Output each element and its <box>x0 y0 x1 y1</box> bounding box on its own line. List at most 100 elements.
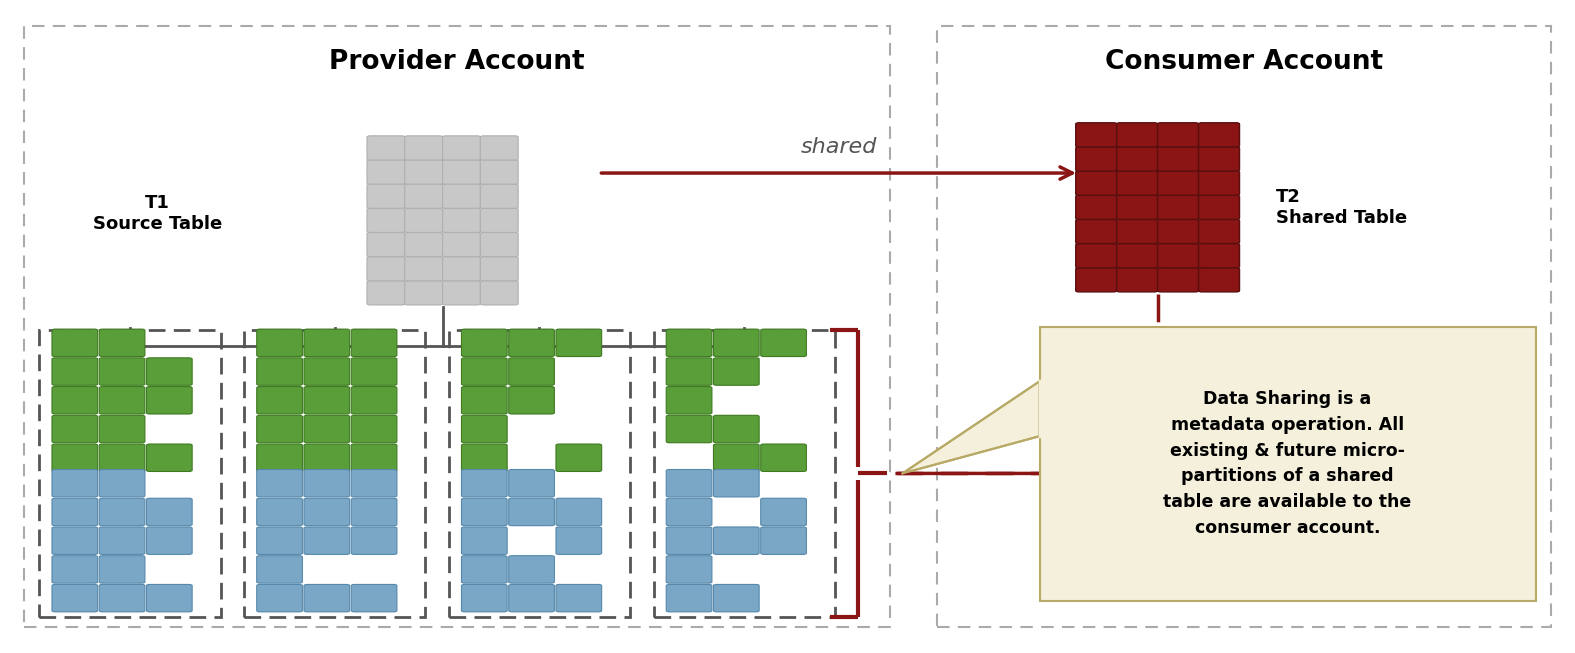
Polygon shape <box>902 381 1040 473</box>
FancyBboxPatch shape <box>461 527 507 554</box>
FancyBboxPatch shape <box>556 527 602 554</box>
FancyBboxPatch shape <box>480 136 518 160</box>
FancyBboxPatch shape <box>556 584 602 612</box>
FancyBboxPatch shape <box>1117 219 1158 244</box>
FancyBboxPatch shape <box>713 527 759 554</box>
FancyBboxPatch shape <box>351 415 397 443</box>
FancyBboxPatch shape <box>304 358 350 385</box>
FancyBboxPatch shape <box>1158 123 1199 147</box>
FancyBboxPatch shape <box>666 556 712 583</box>
FancyBboxPatch shape <box>461 329 507 357</box>
FancyBboxPatch shape <box>257 527 302 554</box>
FancyBboxPatch shape <box>1158 219 1199 244</box>
FancyBboxPatch shape <box>461 387 507 414</box>
FancyBboxPatch shape <box>666 329 712 357</box>
FancyBboxPatch shape <box>1076 268 1117 292</box>
FancyBboxPatch shape <box>1117 195 1158 219</box>
FancyBboxPatch shape <box>1117 147 1158 171</box>
FancyBboxPatch shape <box>367 160 405 184</box>
FancyBboxPatch shape <box>480 281 518 305</box>
FancyBboxPatch shape <box>1076 123 1117 147</box>
FancyBboxPatch shape <box>351 358 397 385</box>
FancyBboxPatch shape <box>443 281 480 305</box>
FancyBboxPatch shape <box>351 329 397 357</box>
FancyBboxPatch shape <box>1199 219 1240 244</box>
FancyBboxPatch shape <box>304 444 350 471</box>
FancyBboxPatch shape <box>304 498 350 526</box>
FancyBboxPatch shape <box>52 329 98 357</box>
FancyBboxPatch shape <box>509 556 554 583</box>
FancyBboxPatch shape <box>666 358 712 385</box>
FancyBboxPatch shape <box>304 387 350 414</box>
FancyBboxPatch shape <box>304 527 350 554</box>
FancyBboxPatch shape <box>713 329 759 357</box>
FancyBboxPatch shape <box>99 584 145 612</box>
Text: T1
Source Table: T1 Source Table <box>93 195 222 233</box>
FancyBboxPatch shape <box>713 415 759 443</box>
FancyBboxPatch shape <box>257 498 302 526</box>
FancyBboxPatch shape <box>761 498 806 526</box>
Bar <box>24 26 890 627</box>
Text: T2
Shared Table: T2 Shared Table <box>1276 188 1406 227</box>
FancyBboxPatch shape <box>1117 123 1158 147</box>
FancyBboxPatch shape <box>405 136 443 160</box>
FancyBboxPatch shape <box>509 498 554 526</box>
FancyBboxPatch shape <box>367 208 405 232</box>
FancyBboxPatch shape <box>1076 219 1117 244</box>
FancyBboxPatch shape <box>713 470 759 497</box>
FancyBboxPatch shape <box>405 281 443 305</box>
FancyBboxPatch shape <box>1040 326 1536 601</box>
FancyBboxPatch shape <box>257 387 302 414</box>
FancyBboxPatch shape <box>1158 244 1199 268</box>
FancyBboxPatch shape <box>461 498 507 526</box>
FancyBboxPatch shape <box>257 470 302 497</box>
FancyBboxPatch shape <box>461 444 507 471</box>
FancyBboxPatch shape <box>99 498 145 526</box>
Text: shared: shared <box>800 136 877 157</box>
FancyBboxPatch shape <box>99 470 145 497</box>
FancyBboxPatch shape <box>99 444 145 471</box>
FancyBboxPatch shape <box>351 498 397 526</box>
FancyBboxPatch shape <box>761 444 806 471</box>
FancyBboxPatch shape <box>52 470 98 497</box>
FancyBboxPatch shape <box>99 527 145 554</box>
FancyBboxPatch shape <box>257 329 302 357</box>
Bar <box>244 330 425 617</box>
FancyBboxPatch shape <box>99 329 145 357</box>
FancyBboxPatch shape <box>99 358 145 385</box>
FancyBboxPatch shape <box>146 358 192 385</box>
FancyBboxPatch shape <box>713 358 759 385</box>
FancyBboxPatch shape <box>146 498 192 526</box>
FancyBboxPatch shape <box>509 584 554 612</box>
FancyBboxPatch shape <box>1076 195 1117 219</box>
FancyBboxPatch shape <box>509 358 554 385</box>
FancyBboxPatch shape <box>1199 244 1240 268</box>
FancyBboxPatch shape <box>1076 171 1117 195</box>
FancyBboxPatch shape <box>1076 244 1117 268</box>
FancyBboxPatch shape <box>1117 268 1158 292</box>
FancyBboxPatch shape <box>257 415 302 443</box>
FancyBboxPatch shape <box>1199 195 1240 219</box>
FancyBboxPatch shape <box>461 358 507 385</box>
FancyBboxPatch shape <box>405 184 443 208</box>
FancyBboxPatch shape <box>52 584 98 612</box>
FancyBboxPatch shape <box>509 329 554 357</box>
FancyBboxPatch shape <box>1158 268 1199 292</box>
FancyBboxPatch shape <box>1158 147 1199 171</box>
FancyBboxPatch shape <box>146 527 192 554</box>
FancyBboxPatch shape <box>1199 268 1240 292</box>
FancyBboxPatch shape <box>1076 147 1117 171</box>
FancyBboxPatch shape <box>146 584 192 612</box>
Bar <box>654 330 835 617</box>
FancyBboxPatch shape <box>666 527 712 554</box>
FancyBboxPatch shape <box>461 415 507 443</box>
FancyBboxPatch shape <box>367 136 405 160</box>
FancyBboxPatch shape <box>666 415 712 443</box>
FancyBboxPatch shape <box>99 556 145 583</box>
FancyBboxPatch shape <box>443 160 480 184</box>
FancyBboxPatch shape <box>1199 147 1240 171</box>
FancyBboxPatch shape <box>52 358 98 385</box>
FancyBboxPatch shape <box>257 358 302 385</box>
FancyBboxPatch shape <box>367 232 405 257</box>
FancyBboxPatch shape <box>367 257 405 281</box>
